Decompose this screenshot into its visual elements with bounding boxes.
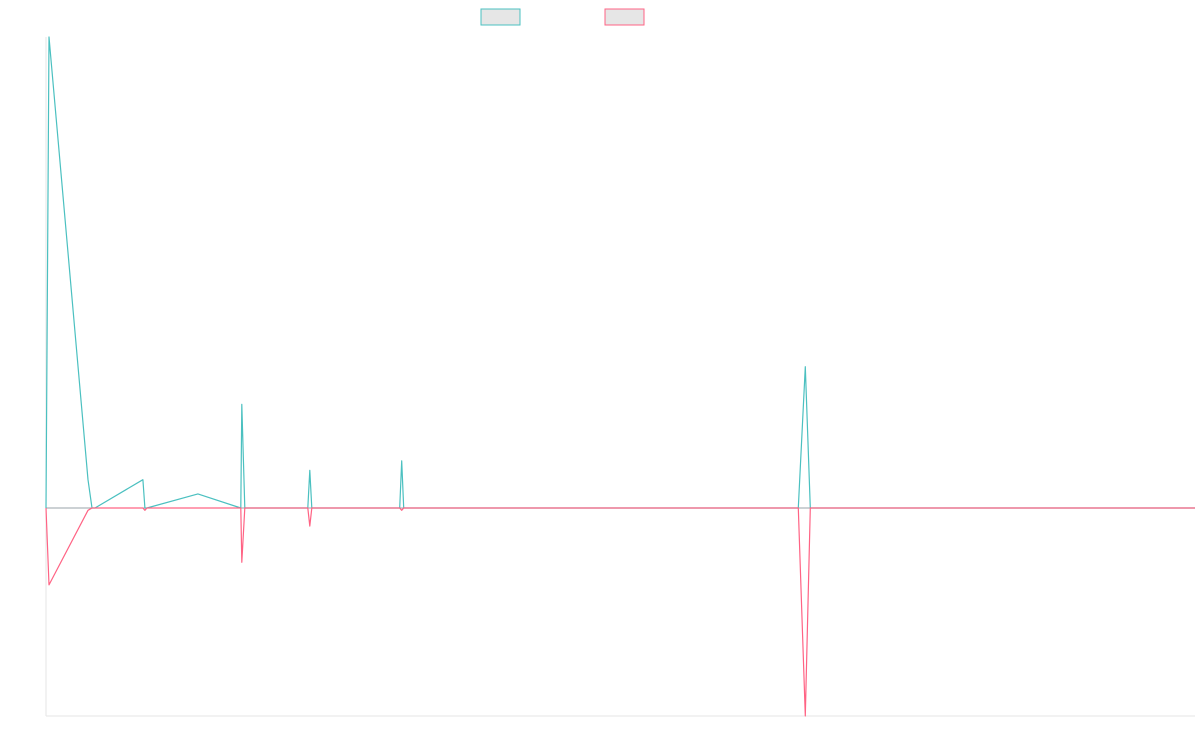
series-line-series-b — [45, 507, 1195, 717]
legend-swatch-series-b[interactable] — [604, 8, 645, 26]
legend[interactable] — [480, 8, 645, 26]
legend-swatch-series-a[interactable] — [480, 8, 521, 26]
series-line-series-a — [45, 36, 1195, 509]
axes — [45, 37, 1195, 717]
series-layer — [45, 36, 1195, 717]
